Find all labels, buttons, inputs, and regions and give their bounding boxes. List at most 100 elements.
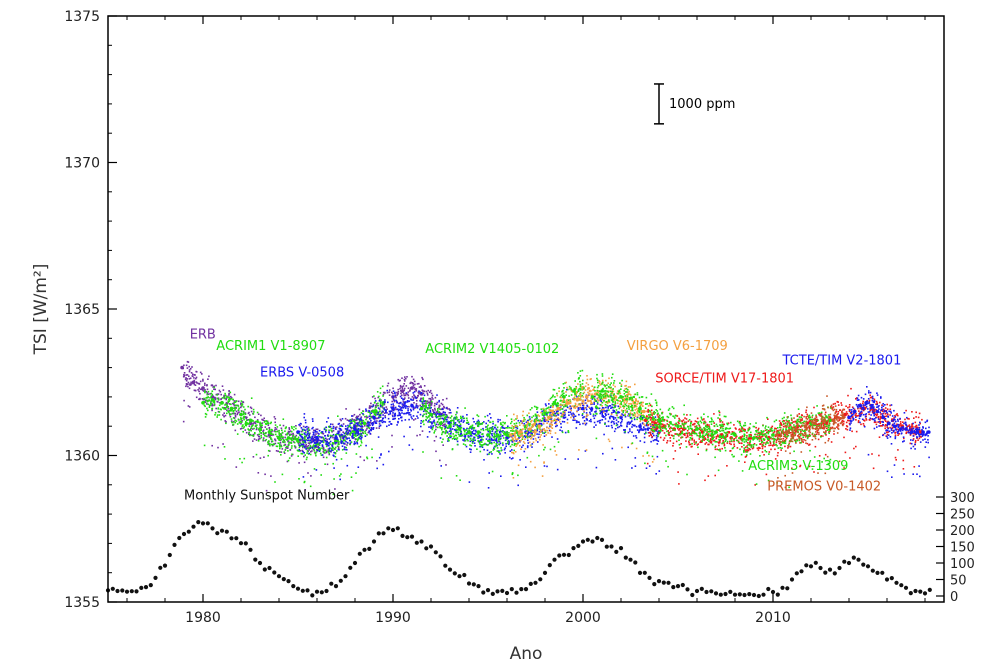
tsi-point — [446, 418, 448, 421]
tsi-point — [323, 451, 325, 454]
tsi-point — [304, 429, 306, 431]
tsi-point — [843, 420, 845, 423]
tsi-point — [574, 415, 577, 417]
tsi-point — [378, 413, 380, 415]
tsi-point — [384, 415, 386, 417]
tsi-point — [629, 422, 631, 425]
tsi-point — [707, 443, 709, 446]
tsi-point — [213, 402, 216, 404]
tsi-point — [186, 360, 189, 363]
tsi-point — [324, 431, 327, 433]
tsi-point — [554, 418, 556, 420]
tsi-point — [809, 443, 811, 446]
tsi-point — [377, 404, 380, 407]
tsi-point — [375, 421, 377, 424]
tsi-point — [491, 470, 494, 473]
tsi-point — [388, 389, 391, 391]
tsi-point — [355, 430, 358, 433]
tsi-point — [540, 411, 542, 414]
tsi-point — [582, 392, 585, 395]
tsi-point — [556, 468, 559, 471]
tsi-point — [503, 431, 506, 433]
tsi-point — [612, 417, 615, 419]
tsi-point — [219, 391, 222, 393]
tsi-point — [237, 418, 240, 421]
tsi-point — [678, 422, 680, 425]
tsi-point — [519, 444, 521, 447]
tsi-point — [227, 406, 229, 408]
tsi-point — [350, 441, 353, 443]
tsi-point — [539, 419, 541, 421]
tsi-point — [634, 465, 637, 467]
tsi-point — [557, 412, 560, 415]
tsi-point — [490, 427, 492, 429]
tsi-point — [513, 419, 516, 421]
chart-marks — [105, 360, 932, 599]
tsi-point — [360, 419, 363, 421]
tsi-point — [333, 438, 336, 441]
tsi-point — [446, 431, 449, 433]
tsi-point — [210, 384, 213, 387]
tsi-point — [776, 429, 778, 432]
tsi-point — [635, 405, 637, 408]
tsi-point — [280, 451, 283, 453]
tsi-point — [290, 437, 292, 439]
tsi-point — [322, 437, 325, 439]
tsi-point — [414, 396, 417, 398]
tsi-point — [223, 408, 225, 410]
tsi-point — [351, 432, 354, 435]
tsi-point — [570, 388, 572, 390]
tsi-point — [331, 445, 334, 448]
tsi-point — [202, 378, 204, 381]
tsi-point — [660, 424, 662, 426]
tsi-point — [894, 431, 897, 434]
tsi-point — [646, 462, 649, 465]
tsi-point — [420, 406, 423, 408]
tsi-point — [517, 435, 520, 437]
tsi-point — [495, 440, 498, 442]
tsi-point — [875, 421, 877, 423]
tsi-point — [287, 459, 290, 462]
tsi-point — [387, 382, 390, 385]
tsi-point — [230, 403, 232, 406]
tsi-point — [646, 416, 649, 419]
tsi-point — [581, 369, 584, 372]
tsi-point — [541, 428, 544, 431]
tsi-point — [394, 394, 397, 396]
tsi-point — [822, 424, 825, 427]
tsi-point — [905, 431, 908, 433]
tsi-point — [319, 442, 321, 444]
tsi-point — [278, 429, 280, 432]
tsi-point — [608, 377, 610, 380]
tsi-point — [629, 417, 632, 419]
tsi-point — [206, 392, 209, 394]
tsi-point — [705, 441, 708, 444]
tsi-point — [510, 427, 513, 429]
tsi-point — [350, 432, 353, 434]
tsi-point — [536, 415, 538, 417]
tsi-point — [339, 438, 342, 441]
tsi-point — [400, 416, 402, 419]
tsi-point — [503, 422, 506, 425]
tsi-point — [589, 407, 591, 409]
tsi-point — [460, 417, 462, 420]
tsi-point — [450, 419, 453, 422]
tsi-point — [242, 430, 244, 433]
tsi-point — [450, 436, 452, 439]
tsi-point — [568, 385, 571, 388]
tsi-point — [544, 410, 547, 412]
tsi-point — [357, 436, 360, 439]
tsi-point — [502, 421, 504, 424]
tsi-point — [230, 395, 232, 398]
tsi-point — [220, 393, 222, 396]
tsi-point — [463, 440, 466, 442]
tsi-point — [489, 421, 491, 423]
tsi-point — [645, 467, 648, 469]
tsi-point — [709, 441, 712, 444]
tsi-point — [607, 413, 610, 416]
tsi-point — [195, 396, 198, 399]
tsi-point — [209, 397, 211, 399]
tsi-point — [558, 390, 560, 393]
tsi-point — [456, 443, 459, 446]
tsi-point — [250, 410, 253, 413]
